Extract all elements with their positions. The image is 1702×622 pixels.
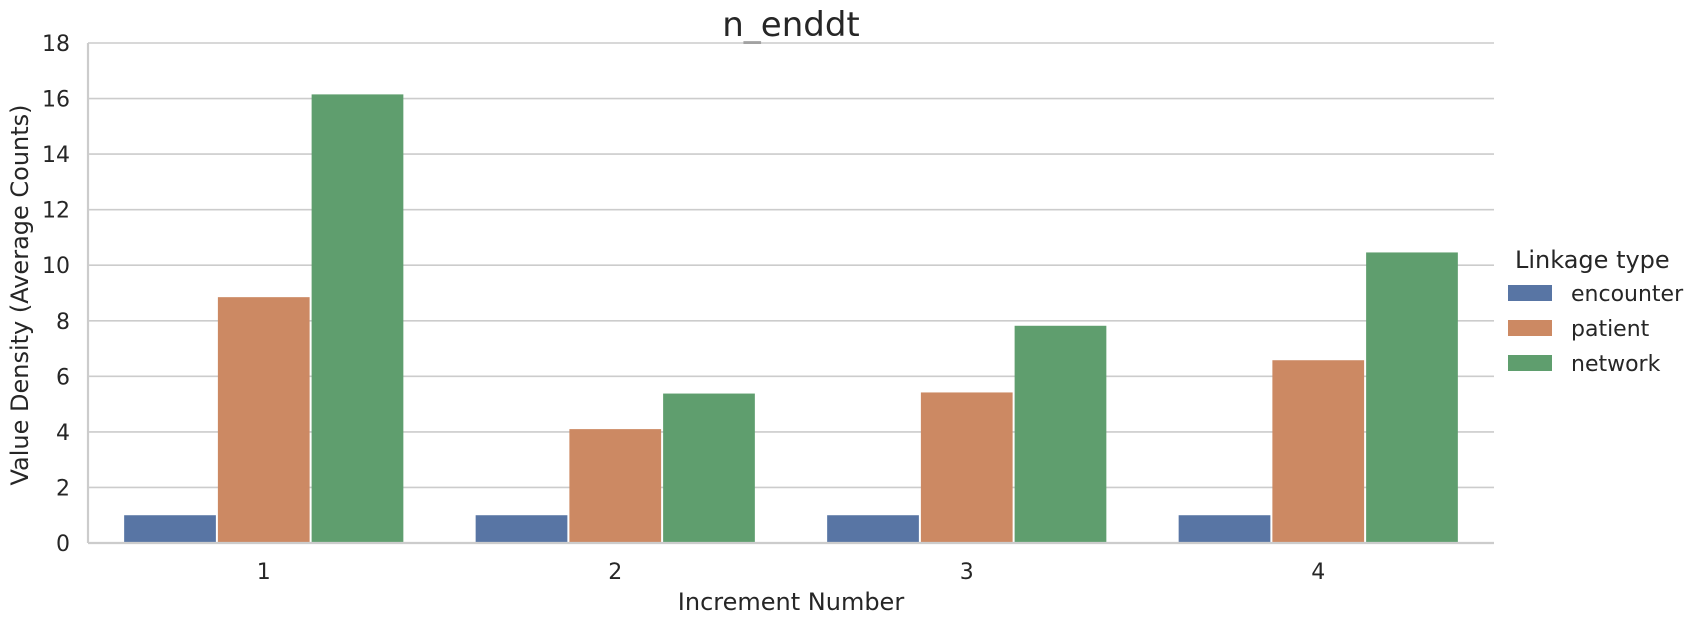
y-tick-label: 16 — [42, 88, 70, 113]
bar-encounter-3 — [827, 515, 919, 543]
y-tick-label: 4 — [56, 421, 70, 446]
legend-swatch-encounter — [1508, 285, 1552, 301]
bar-network-2 — [663, 393, 755, 543]
bar-network-4 — [1366, 252, 1458, 543]
x-tick-label: 3 — [960, 560, 974, 585]
y-tick-label: 10 — [42, 254, 70, 279]
x-tick-label: 1 — [257, 560, 271, 585]
bar-patient-2 — [569, 429, 662, 543]
y-tick-label: 8 — [56, 310, 70, 335]
bar-patient-4 — [1272, 360, 1365, 543]
axes — [86, 43, 1494, 545]
bar-encounter-4 — [1178, 515, 1271, 543]
bar-patient-1 — [217, 297, 310, 543]
x-tick-label: 4 — [1311, 560, 1325, 585]
legend-swatch-patient — [1508, 320, 1552, 336]
y-tick-label: 18 — [42, 32, 70, 57]
y-tick-label: 0 — [56, 532, 70, 557]
legend-label-patient: patient — [1571, 317, 1650, 342]
bar-patient-3 — [920, 392, 1013, 543]
legend-title: Linkage type — [1515, 246, 1670, 274]
y-tick-label: 14 — [42, 143, 70, 168]
chart-title: n_enddt — [722, 5, 860, 45]
legend-swatch-network — [1508, 355, 1552, 371]
legend: Linkage type encounter patient network — [1508, 246, 1684, 377]
legend-label-network: network — [1571, 352, 1661, 377]
bar-network-3 — [1014, 325, 1107, 543]
x-tick-label: 2 — [608, 560, 622, 585]
y-tick-label: 6 — [56, 365, 70, 390]
bars — [124, 94, 1458, 543]
y-tick-label: 2 — [56, 476, 70, 501]
x-axis-ticks: 1 2 3 4 — [257, 560, 1326, 585]
bar-network-1 — [311, 94, 404, 543]
y-axis-ticks: 0 2 4 6 8 10 12 14 16 18 — [42, 32, 70, 557]
y-tick-label: 12 — [42, 199, 70, 224]
x-axis-label: Increment Number — [678, 588, 905, 616]
bar-encounter-2 — [475, 515, 568, 543]
y-axis-label: Value Density (Average Counts) — [6, 104, 34, 485]
bar-encounter-1 — [124, 515, 216, 543]
legend-label-encounter: encounter — [1571, 282, 1684, 307]
